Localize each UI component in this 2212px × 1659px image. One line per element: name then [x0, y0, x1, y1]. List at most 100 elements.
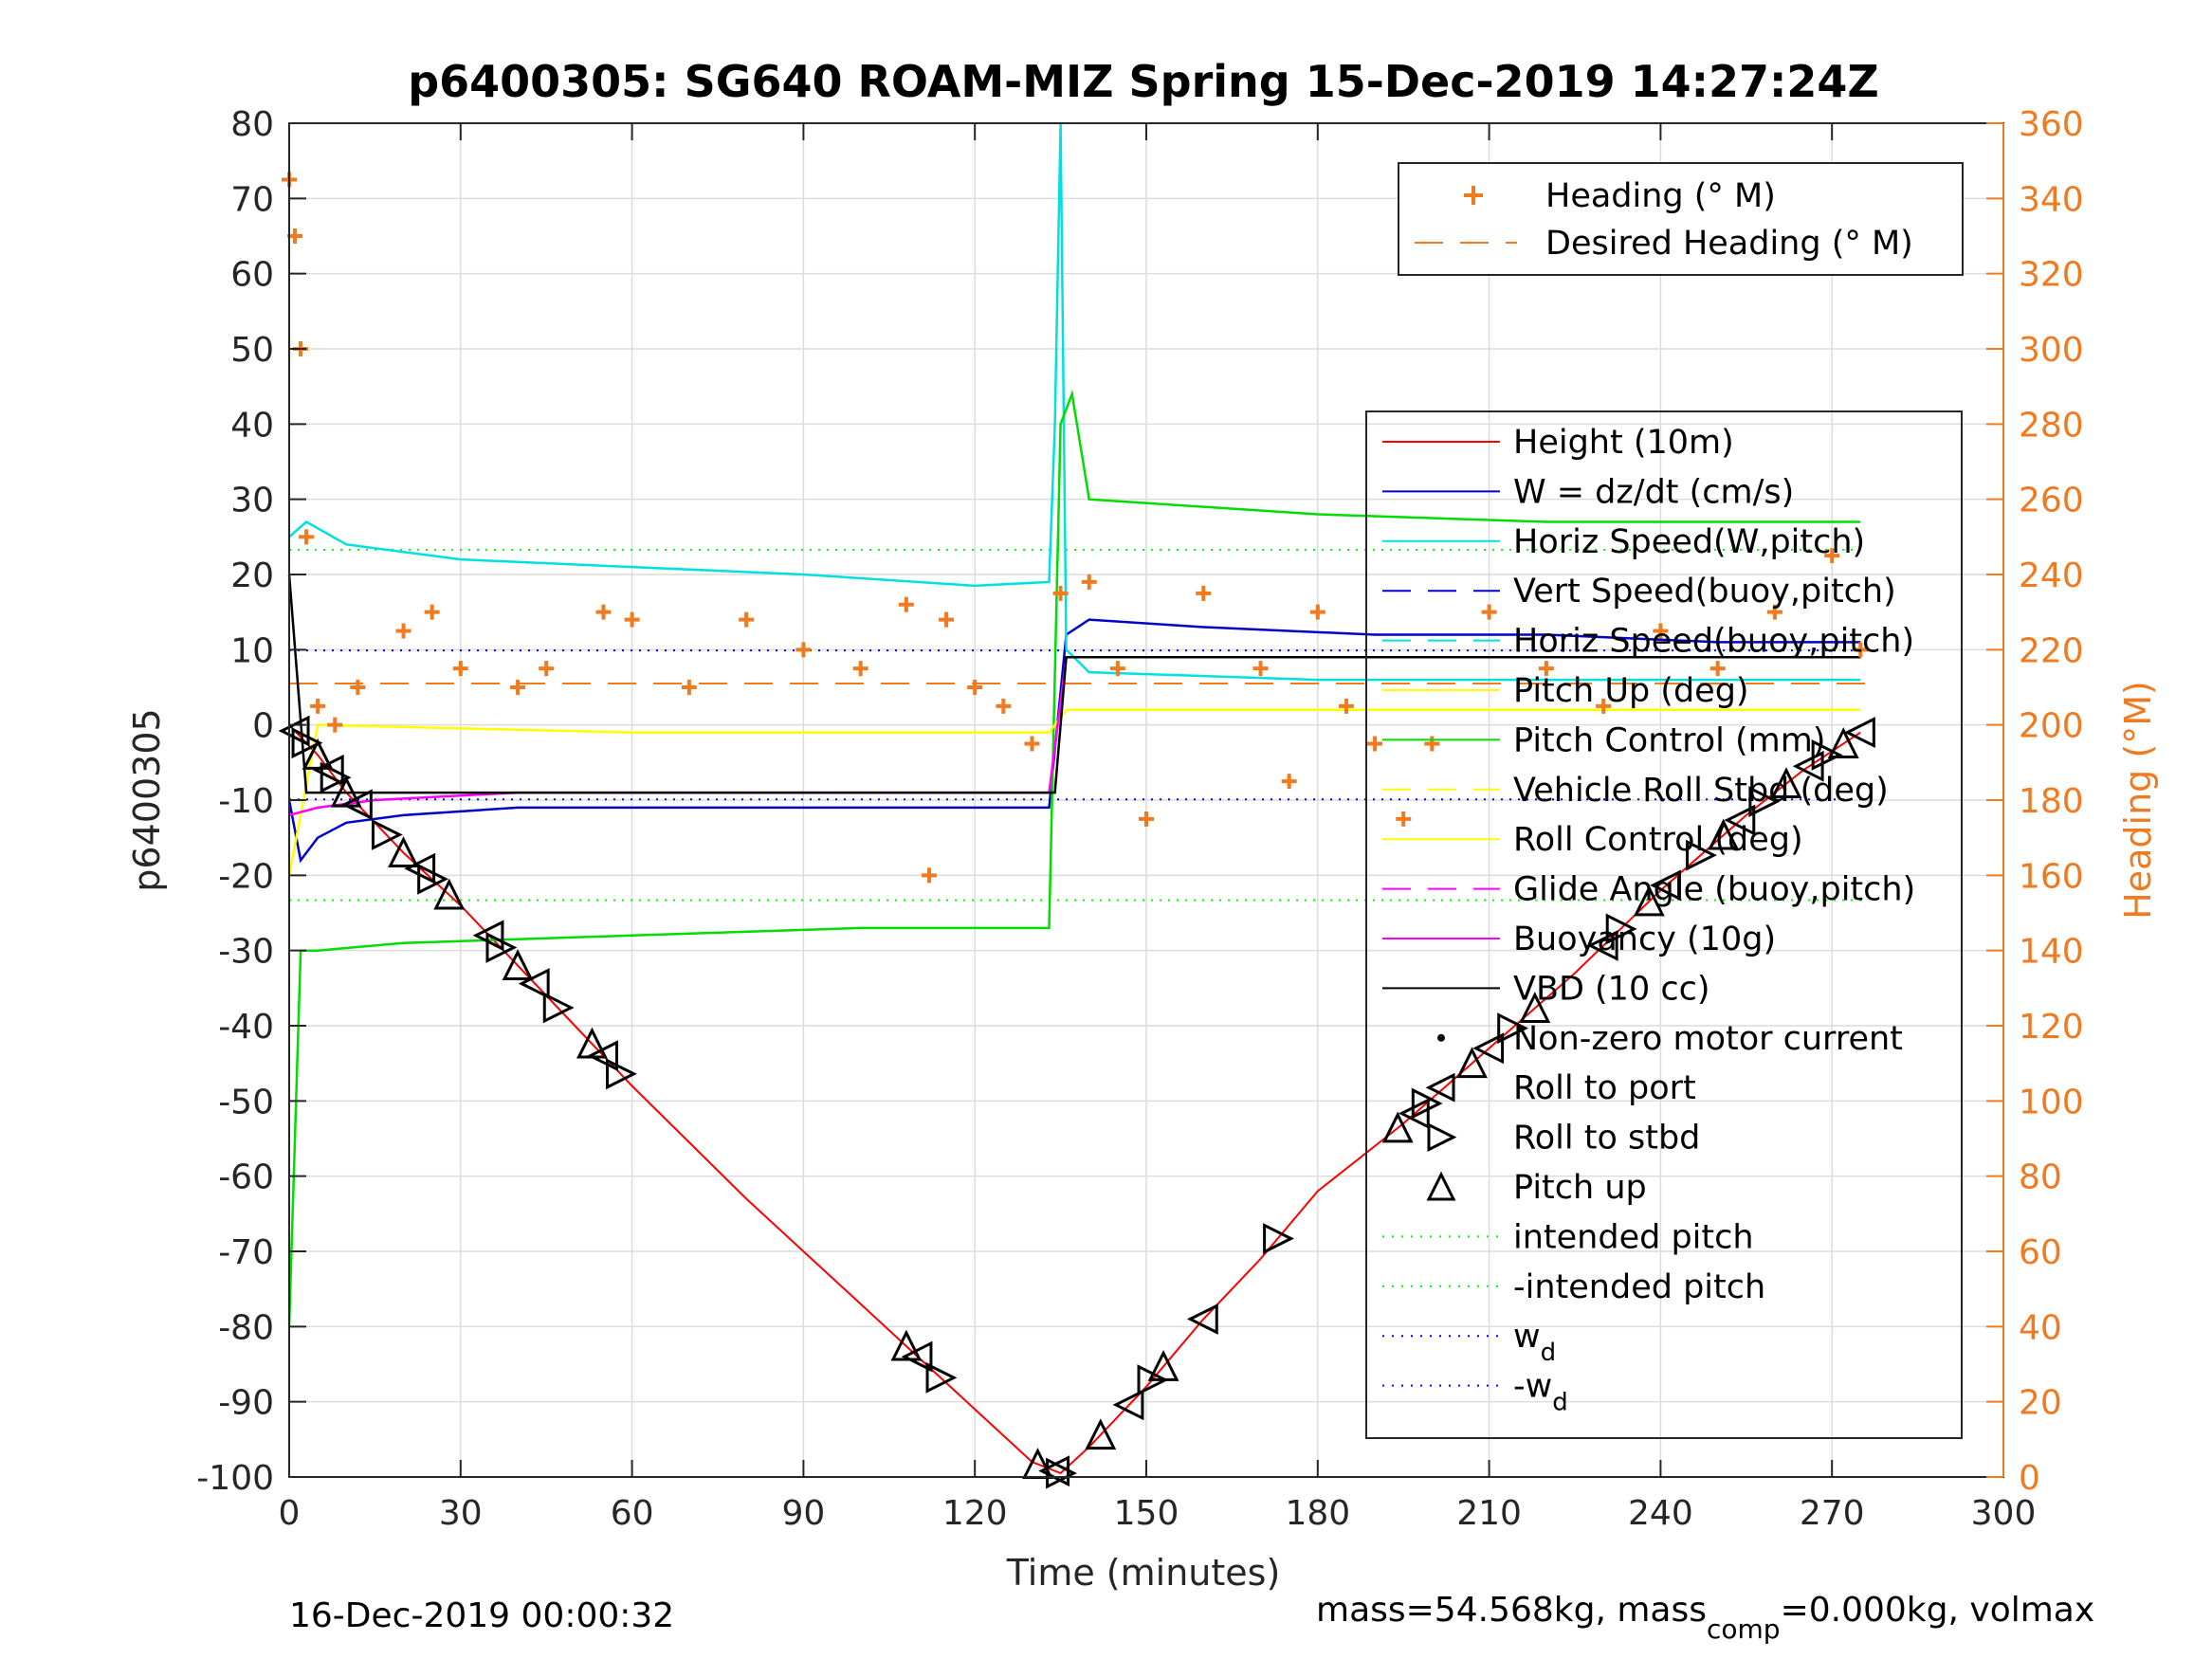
heading-point [299, 529, 315, 545]
heading-point [1024, 736, 1040, 752]
heading-point [424, 604, 440, 620]
annotation-date: 16-Dec-2019 00:00:32 [289, 1596, 674, 1635]
heading-point [1766, 604, 1782, 620]
legend-label: Pitch Up (deg) [1513, 672, 1749, 710]
marker-triangle [1411, 1087, 1443, 1120]
marker-triangle [1046, 1457, 1077, 1489]
y-right-tick-label: 360 [2019, 105, 2084, 144]
y-right-tick-label: 0 [2019, 1459, 2040, 1498]
marker-triangle [1827, 727, 1859, 758]
heading-point [1481, 604, 1497, 620]
x-tick-label: 210 [1456, 1494, 1522, 1533]
marker-triangle [433, 878, 466, 910]
legend-label: Horiz Speed(W,pitch) [1513, 523, 1865, 561]
heading-point [1309, 604, 1325, 620]
y-right-tick-label: 40 [2019, 1308, 2062, 1347]
marker-triangle [1456, 1047, 1488, 1079]
legend-heading-label: Desired Heading (° M) [1545, 225, 1913, 263]
x-tick-label: 150 [1114, 1494, 1179, 1533]
legend-label-sub: d [1552, 1389, 1568, 1417]
legend-label: Glide Angle (buoy,pitch) [1513, 871, 1915, 909]
legend-label: Horiz Speed(buoy,pitch) [1513, 623, 1914, 661]
marker-triangle [1147, 1350, 1179, 1381]
y-right-tick-label: 280 [2019, 406, 2084, 445]
legend-label: Vehicle Roll Stbd (deg) [1513, 772, 1889, 810]
marker-triangle [1811, 738, 1843, 771]
heading-point [1252, 661, 1269, 677]
legend-label: Height (10m) [1513, 424, 1734, 462]
marker-triangle [1398, 1098, 1430, 1129]
heading-point [624, 611, 640, 628]
marker-triangle [1770, 767, 1802, 799]
y-tick-label: -100 [196, 1459, 274, 1498]
legend-swatch [1437, 1033, 1445, 1042]
heading-point [795, 642, 812, 658]
x-tick-label: 0 [279, 1494, 301, 1533]
y-axis-label: p6400305 [126, 708, 168, 891]
marker-triangle [542, 992, 575, 1024]
heading-point [1338, 698, 1354, 714]
marker-triangle [417, 863, 449, 895]
legend-label: W = dz/dt (cm/s) [1513, 473, 1794, 511]
marker-triangle [1686, 839, 1717, 871]
y-tick-label: 70 [230, 180, 274, 219]
legend-label: Non-zero motor current [1513, 1020, 1903, 1058]
heading-point [1538, 661, 1554, 677]
legend-label: VBD (10 cc) [1513, 970, 1710, 1008]
marker-triangle [485, 932, 518, 963]
heading-point [1052, 585, 1069, 601]
heading-point [681, 680, 697, 695]
y-tick-label: -60 [218, 1158, 274, 1197]
x-tick-label: 180 [1285, 1494, 1350, 1533]
marker-triangle [371, 819, 403, 850]
annotation-mass-sub: comp [1707, 1613, 1781, 1645]
y-tick-label: 10 [230, 631, 274, 670]
heading-point [350, 680, 366, 695]
y-right-tick-label: 80 [2019, 1158, 2062, 1197]
legend-swatch [1427, 1122, 1457, 1153]
x-tick-label: 240 [1628, 1494, 1693, 1533]
legend-heading: Heading (° M) Desired Heading (° M) [1398, 162, 1964, 276]
y-right-tick-label: 260 [2019, 482, 2084, 520]
marker-triangle [340, 789, 373, 821]
heading-point [1109, 661, 1125, 677]
y-right-tick-label: 140 [2019, 933, 2084, 972]
y-right-tick-label: 240 [2019, 556, 2084, 595]
marker-triangle [890, 1329, 923, 1361]
series-heading [282, 172, 1869, 884]
marker-triangle [1186, 1303, 1218, 1335]
marker-triangle [1650, 869, 1681, 902]
marker-triangle [1112, 1389, 1144, 1421]
series-line-1 [287, 618, 1861, 864]
y-right-tick-label: 120 [2019, 1008, 2084, 1047]
y-tick-label: -20 [218, 857, 274, 896]
annotation-mass-tail: =0.000kg, volmax [1781, 1591, 2095, 1630]
heading-point [452, 661, 468, 677]
marker-triangle [291, 727, 323, 759]
heading-point [939, 611, 955, 628]
legend-label-sub: d [1541, 1339, 1557, 1367]
x-tick-label: 120 [942, 1494, 1008, 1533]
marker-triangle [1519, 992, 1551, 1023]
y-tick-label: 80 [230, 105, 274, 144]
y-right-tick-label: 180 [2019, 782, 2084, 821]
marker-triangle [1708, 818, 1740, 850]
legend-heading-label: Heading (° M) [1545, 177, 1776, 215]
legend-label: -intended pitch [1513, 1268, 1765, 1306]
x-tick-label: 270 [1800, 1494, 1865, 1533]
legend-swatch [1426, 1171, 1456, 1201]
y-tick-label: -10 [218, 782, 274, 821]
heading-point [1824, 548, 1840, 564]
x-axis: 0 30 60 90 120 150 180 210 240 270 300 [279, 123, 2036, 1533]
legend-label: intended pitch [1513, 1218, 1754, 1256]
annotation-mass: mass=54.568kg, masscomp=0.000kg, volmax [1316, 1591, 2094, 1645]
y-tick-label: -80 [218, 1308, 274, 1347]
marker-triangle [1843, 717, 1875, 749]
marker-triangle [502, 949, 534, 981]
y-axis-right: 3603403203002802602402202001801601401201… [1986, 105, 2084, 1498]
y-tick-label: 20 [230, 556, 274, 595]
heading-point [1081, 574, 1097, 590]
legend-label: Roll to stbd [1513, 1120, 1700, 1158]
marker-triangle [1381, 1111, 1414, 1143]
